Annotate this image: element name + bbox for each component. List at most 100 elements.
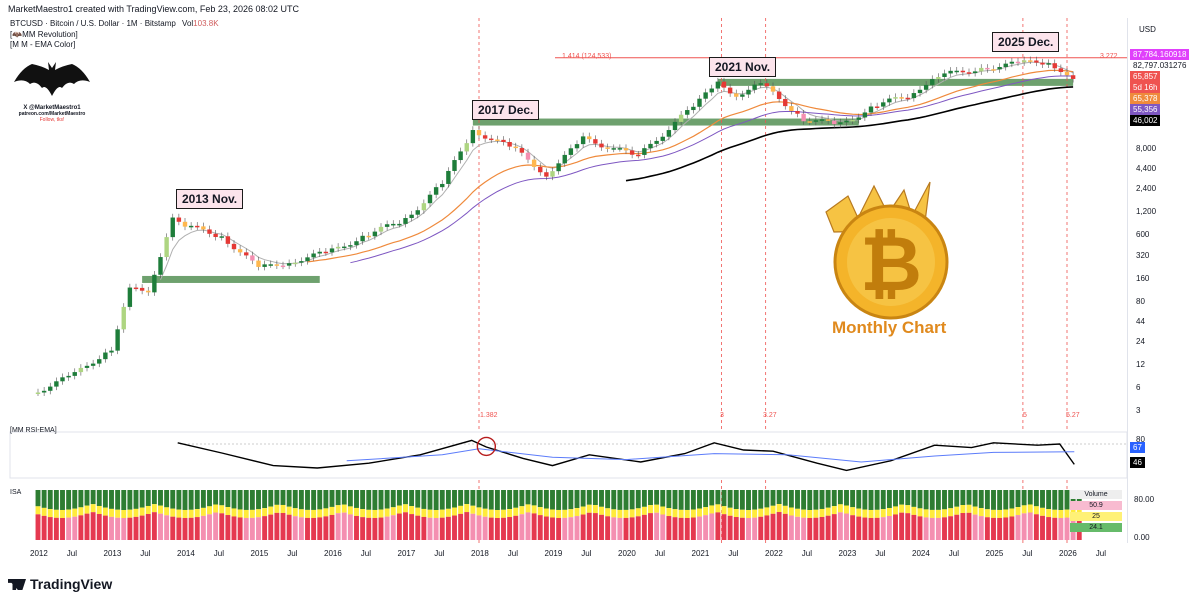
volume-bar-red (997, 517, 1003, 540)
candle (734, 93, 739, 97)
volume-bar-yellow (1015, 507, 1021, 516)
candle (182, 221, 188, 227)
volume-bar-green (697, 490, 702, 509)
candle (899, 97, 904, 99)
volume-tick-80: 80.00 (1134, 495, 1155, 504)
volume-bar-green (1015, 490, 1021, 508)
volume-bar-green (1040, 490, 1045, 508)
volume-bar-red (476, 515, 482, 540)
volume-bar-yellow (997, 509, 1003, 518)
volume-bar-red (660, 514, 666, 540)
volume-bar-red (176, 517, 182, 540)
time-tick: 2013 (103, 549, 122, 558)
candle (139, 287, 145, 291)
volume-bar-yellow (384, 508, 390, 517)
volume-bar-red (709, 513, 715, 540)
volume-bar-red (721, 514, 727, 540)
candle (672, 121, 678, 131)
volume-bar-green (360, 490, 366, 510)
volume-bar-yellow (899, 504, 905, 513)
volume-bar-yellow (176, 509, 182, 518)
volume-bar-yellow (145, 505, 151, 514)
candle (372, 231, 378, 237)
support-zones (142, 78, 1074, 283)
volume-bar-yellow (923, 509, 929, 518)
volume-bar-green (298, 490, 304, 510)
volume-bar-green (831, 490, 837, 507)
volume-bar-yellow (115, 509, 121, 518)
time-tick: Jul (213, 549, 224, 558)
volume-bar-red (427, 517, 433, 540)
time-tick: 2025 (985, 549, 1004, 558)
volume-bar-yellow (911, 506, 917, 515)
candle (954, 70, 959, 73)
volume-bar-green (47, 490, 53, 510)
candle (170, 217, 175, 238)
candle (219, 236, 224, 238)
volume-bar-yellow (1009, 508, 1015, 517)
volume-bar-green (537, 490, 543, 508)
volume-bar-green (66, 490, 72, 510)
volume-bar-yellow (78, 507, 84, 516)
volume-bar-yellow (433, 509, 439, 518)
volume-bar-red (433, 517, 439, 540)
volume-bar-yellow (194, 509, 200, 518)
volume-bar-red (513, 515, 519, 540)
volume-bar-green (415, 490, 421, 508)
volume-bar-red (960, 513, 966, 540)
bitcoin-crown-coin: ₿ (825, 181, 949, 320)
volume-bar-green (513, 490, 519, 508)
candle (574, 144, 580, 149)
candle (464, 143, 469, 152)
candle (838, 122, 843, 125)
volume-bar-yellow (752, 509, 758, 518)
volume-bar-yellow (1064, 509, 1070, 518)
volume-bar-red (886, 515, 892, 540)
rsi-title[interactable]: [MM RSI-EMA] (10, 427, 57, 434)
volume-bar-red (978, 516, 984, 540)
candle (685, 110, 690, 115)
volume-bar-green (127, 490, 133, 510)
candle (256, 260, 261, 267)
volume-bar-yellow (47, 509, 53, 518)
volume-bar-yellow (635, 508, 641, 517)
volume-bar-red (311, 517, 317, 540)
candle (721, 81, 727, 88)
volume-bar-red (556, 517, 562, 540)
candle (525, 152, 531, 160)
footer-brand[interactable]: TradingView (8, 576, 112, 592)
volume-bar-red (225, 515, 231, 540)
volume-bar-green (182, 490, 188, 510)
volume-bar-red (880, 517, 886, 540)
price-label: 87,784.160918 (1130, 49, 1190, 60)
volume-bar-yellow (586, 504, 592, 513)
volume-bar-red (409, 514, 415, 540)
volume-bar-green (788, 490, 794, 508)
volume-bar-green (470, 490, 476, 506)
volume-title[interactable]: ISA (10, 489, 22, 496)
volume-bar-red (844, 513, 849, 540)
volume-bar-red (758, 516, 764, 540)
indicator-ema-color[interactable]: [M M - EMA Color] (10, 40, 76, 49)
volume-bar-yellow (452, 507, 457, 516)
candle (1046, 63, 1051, 65)
volume-bar-red (966, 512, 972, 540)
indicator-mm-revolution[interactable]: [🦇MM Revolution] (10, 30, 78, 39)
volume-bar-green (1009, 490, 1015, 509)
candle (942, 73, 947, 78)
symbol-text: BTCUSD · Bitcoin / U.S. Dollar · 1M · Bi… (10, 19, 176, 28)
coin-caption: Monthly Chart (832, 318, 947, 337)
symbol-line: BTCUSD · Bitcoin / U.S. Dollar · 1M · Bi… (10, 19, 219, 28)
volume-bar-green (641, 490, 647, 507)
volume-tick-0: 0.00 (1134, 533, 1150, 542)
volume-bar-green (880, 490, 886, 510)
volume-bar-yellow (880, 509, 886, 518)
volume-bar-red (249, 517, 255, 540)
volume-bar-green (562, 490, 568, 510)
volume-bar-red (733, 517, 739, 540)
volume-bar-yellow (972, 506, 978, 515)
volume-bar-yellow (739, 509, 745, 518)
volume-bar-yellow (672, 509, 678, 518)
volume-bar-green (813, 490, 819, 510)
